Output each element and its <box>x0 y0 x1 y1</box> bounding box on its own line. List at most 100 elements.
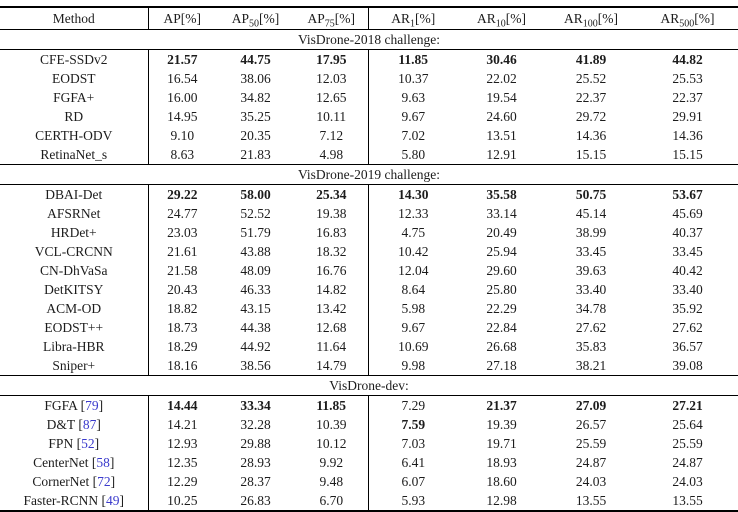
metric-subscript: 50 <box>249 18 259 30</box>
col-header-ar500: AR500[%] <box>637 7 738 30</box>
table-row: CERTH-ODV 9.10 20.35 7.12 7.02 13.51 14.36 14.3… <box>0 126 738 145</box>
metric-value: 25.59 <box>672 436 703 451</box>
metric-value: 8.64 <box>401 282 426 297</box>
section-header-row: VisDrone-2019 challenge: <box>0 164 738 185</box>
metric-value: 6.07 <box>401 474 426 489</box>
metric-value: 5.93 <box>401 493 426 508</box>
method-label: FGFA <box>44 398 78 413</box>
metric-value: 44.92 <box>240 339 271 354</box>
citation-link[interactable]: 79 <box>85 398 99 413</box>
metric-value: 25.59 <box>575 436 607 451</box>
col-header-method: Method <box>0 7 149 30</box>
citation-link[interactable]: 87 <box>82 417 97 432</box>
metric-value: 13.55 <box>575 493 607 508</box>
metric-subscript: 100 <box>582 18 598 30</box>
metric-value: 6.41 <box>401 455 426 470</box>
metric-value: 22.02 <box>486 71 517 86</box>
metric-value: 41.89 <box>575 52 607 67</box>
metric-value: 25.80 <box>486 282 517 297</box>
metric-name: AP <box>231 11 249 26</box>
metric-value: 52.52 <box>240 206 271 221</box>
method-cell: Libra-HBR <box>0 337 149 356</box>
method-label: EODST <box>52 71 96 86</box>
citation-link[interactable]: 72 <box>97 474 111 489</box>
metric-value: 14.36 <box>672 128 703 143</box>
metric-value: 24.03 <box>575 474 607 489</box>
method-cell: ACM-OD <box>0 299 149 318</box>
metric-value: 4.98 <box>295 145 369 165</box>
metric-value: 9.67 <box>401 320 426 335</box>
metric-value: 12.93 <box>167 436 198 451</box>
metric-value: 38.99 <box>575 225 607 240</box>
metric-value: 9.67 <box>401 109 426 124</box>
metric-unit: [%] <box>597 11 618 26</box>
table-row: EODST++ 18.73 44.38 12.68 9.67 22.84 27.62 27.6… <box>0 318 738 337</box>
metric-value: 33.40 <box>575 282 607 297</box>
metric-value: 25.94 <box>486 244 517 259</box>
metric-value: 12.91 <box>486 147 517 162</box>
metric-unit: [%] <box>505 11 526 26</box>
method-cell: D&T [87] <box>0 415 149 434</box>
method-cell: DBAI-Det <box>0 184 149 204</box>
metric-value: 25.53 <box>672 71 703 86</box>
method-cell: HRDet+ <box>0 223 149 242</box>
citation-bracket-close: ] <box>119 493 125 508</box>
metric-value: 11.85 <box>295 395 369 415</box>
method-label: CornerNet <box>32 474 90 489</box>
metric-value: 14.79 <box>295 356 369 376</box>
metric-value: 33.45 <box>575 244 607 259</box>
metric-name: AR <box>660 11 680 26</box>
method-label: CERTH-ODV <box>35 128 113 143</box>
citation-bracket-open: [ <box>78 417 83 432</box>
metric-value: 12.68 <box>295 318 369 337</box>
metric-value: 9.63 <box>401 90 426 105</box>
method-label: HRDet+ <box>50 225 97 240</box>
citation-bracket-close: ] <box>94 436 100 451</box>
metric-value: 29.88 <box>240 436 271 451</box>
method-label: AFSRNet <box>47 206 101 221</box>
metric-value: 33.14 <box>486 206 517 221</box>
metric-value: 39.63 <box>575 263 607 278</box>
metric-value: 14.82 <box>295 280 369 299</box>
metric-value: 27.09 <box>575 398 607 413</box>
section-header-row: VisDrone-dev: <box>0 375 738 396</box>
metric-value: 34.82 <box>240 90 271 105</box>
method-label: Sniper+ <box>52 358 96 373</box>
table-row: FGFA [79] 14.44 33.34 11.85 7.29 21.37 27.09 27… <box>0 395 738 415</box>
metric-value: 33.45 <box>672 244 703 259</box>
metric-value: 29.22 <box>167 187 198 202</box>
metric-value: 16.00 <box>167 90 198 105</box>
method-cell: CornerNet [72] <box>0 472 149 491</box>
table-row: CenterNet [58] 12.35 28.93 9.92 6.41 18.93 24.… <box>0 453 738 472</box>
metric-value: 26.68 <box>486 339 517 354</box>
metric-value: 15.15 <box>672 147 703 162</box>
metric-value: 23.03 <box>167 225 198 240</box>
metric-value: 18.29 <box>167 339 198 354</box>
table-row: HRDet+ 23.03 51.79 16.83 4.75 20.49 38.99 40.37 <box>0 223 738 242</box>
metric-value: 10.69 <box>398 339 429 354</box>
metric-value: 29.60 <box>486 263 517 278</box>
citation-link[interactable]: 49 <box>106 493 120 508</box>
metric-value: 24.87 <box>575 455 607 470</box>
method-cell: RetinaNet_s <box>0 145 149 165</box>
metric-value: 48.09 <box>240 263 271 278</box>
table-row: ACM-OD 18.82 43.15 13.42 5.98 22.29 34.78 35.92 <box>0 299 738 318</box>
metric-value: 14.30 <box>398 187 429 202</box>
citation-link[interactable]: 52 <box>81 436 95 451</box>
citation-link[interactable]: 58 <box>96 455 110 470</box>
method-label: DetKITSY <box>44 282 104 297</box>
metric-value: 18.82 <box>167 301 198 316</box>
metric-value: 21.57 <box>167 52 198 67</box>
table-row: VCL-CRCNN 21.61 43.88 18.32 10.42 25.94 33.45 3… <box>0 242 738 261</box>
section-title: VisDrone-dev: <box>0 375 738 396</box>
metric-value: 9.48 <box>295 472 369 491</box>
metric-value: 13.51 <box>486 128 517 143</box>
metric-value: 20.35 <box>240 128 271 143</box>
metric-value: 12.35 <box>167 455 198 470</box>
metric-value: 24.03 <box>672 474 703 489</box>
method-cell: FGFA+ <box>0 88 149 107</box>
table-row: CFE-SSDv2 21.57 44.75 17.95 11.85 30.46 41.89 4… <box>0 49 738 69</box>
metric-value: 27.62 <box>672 320 703 335</box>
method-cell: CFE-SSDv2 <box>0 49 149 69</box>
method-cell: EODST++ <box>0 318 149 337</box>
